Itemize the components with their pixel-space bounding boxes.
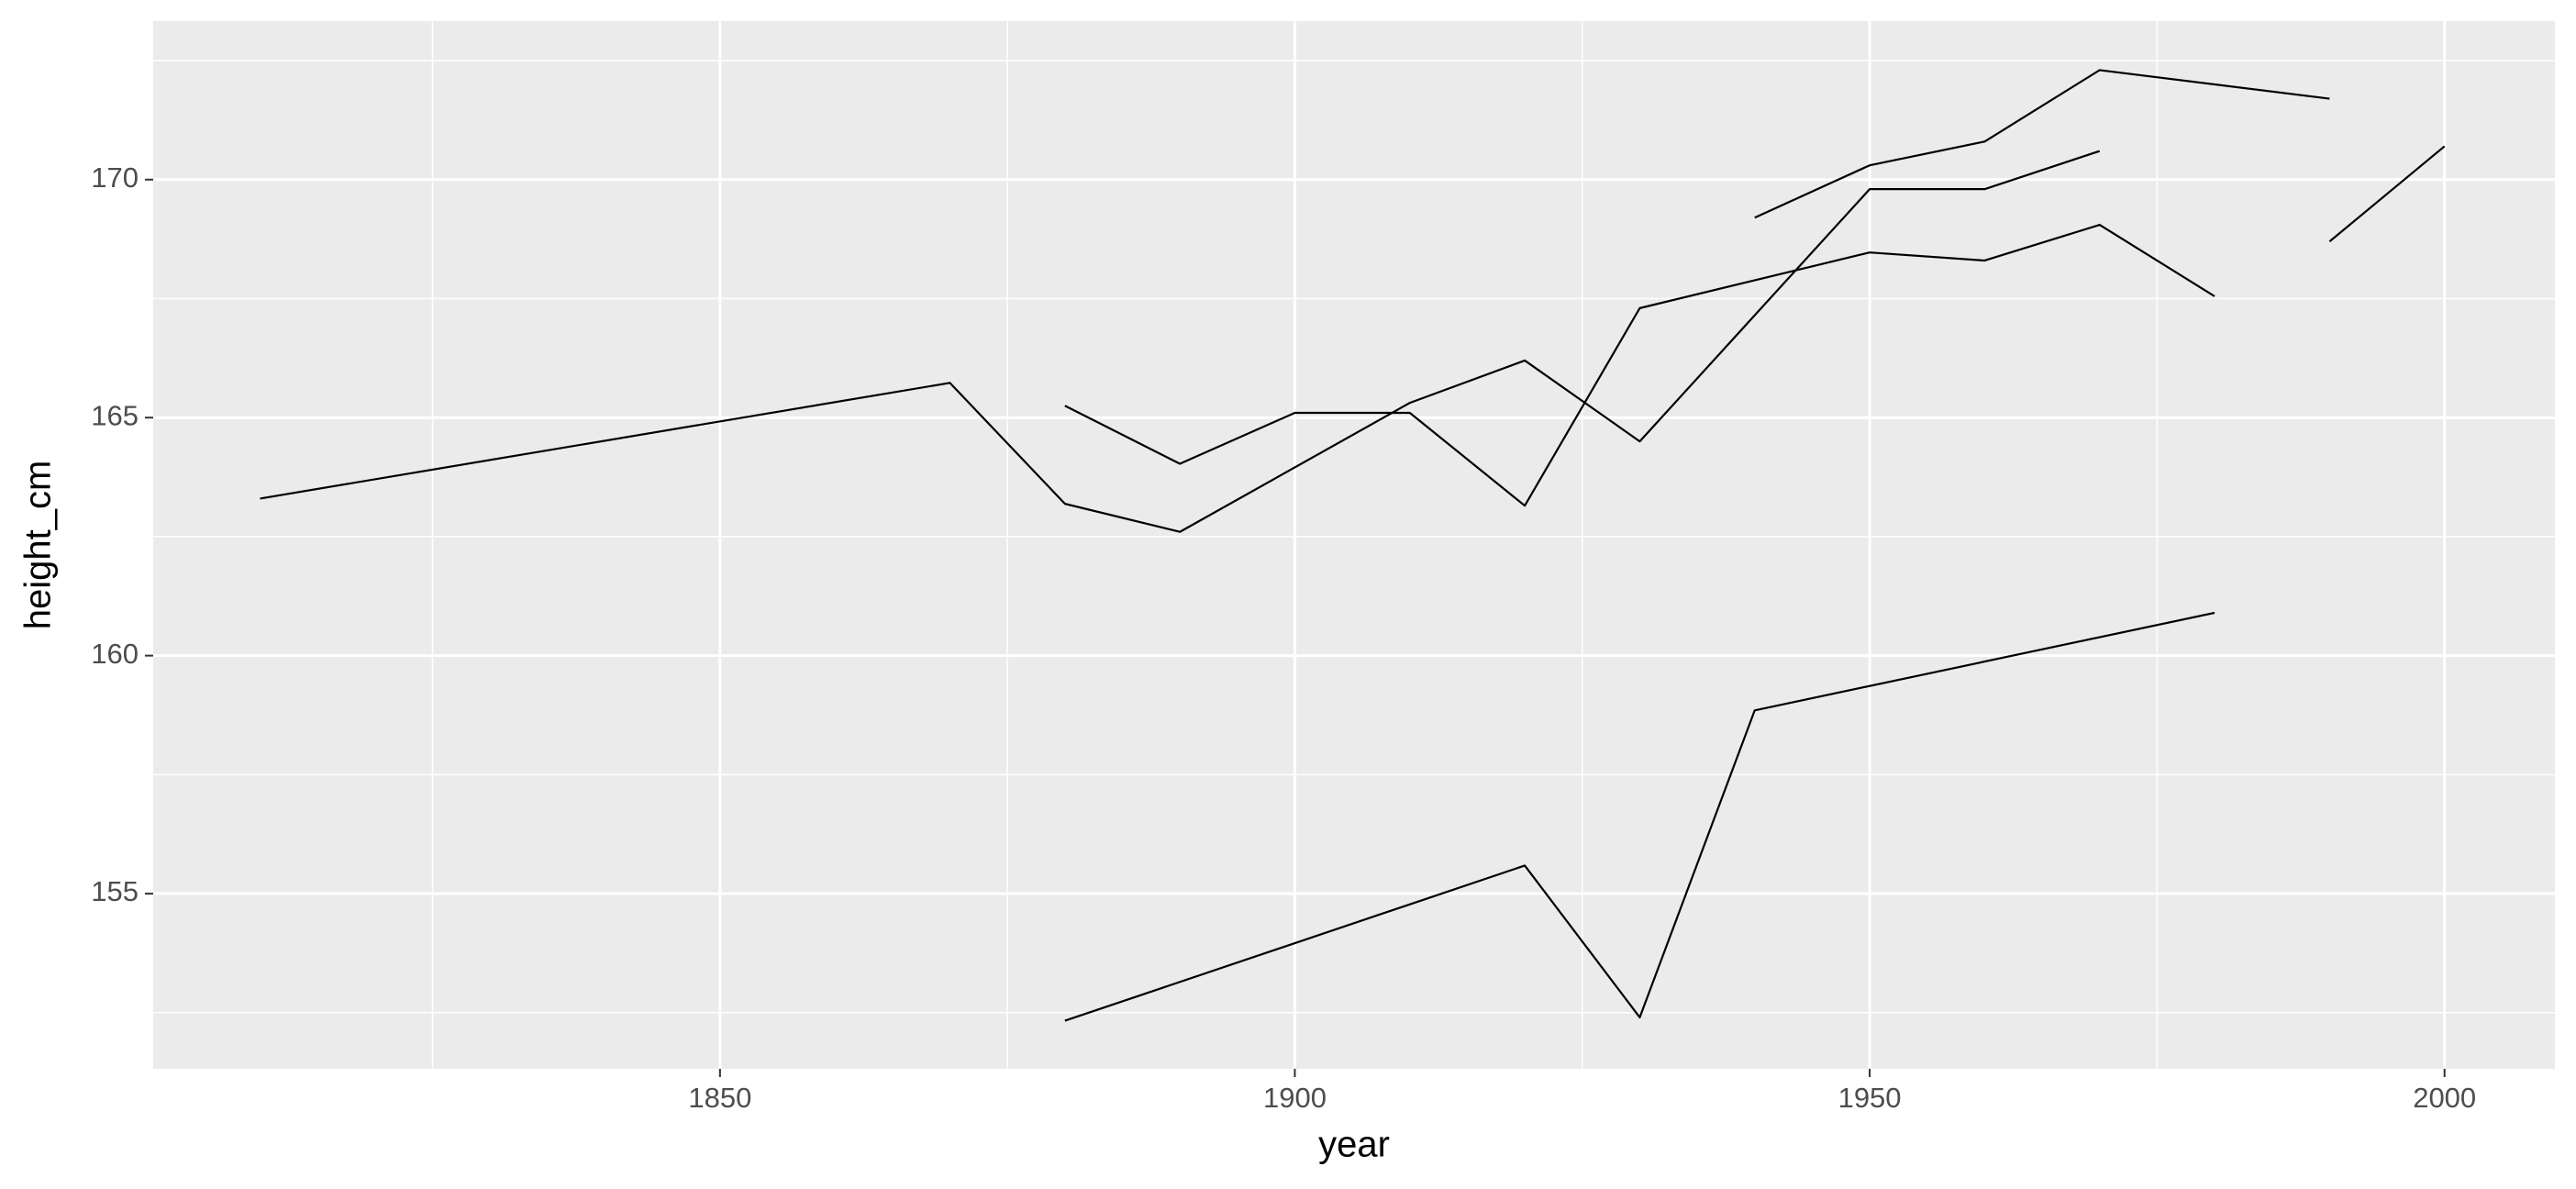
x-axis-title: year [1318,1125,1390,1165]
x-tick-label: 2000 [2413,1082,2476,1114]
line [1064,611,2215,1022]
line [1754,69,2330,219]
y-tick-label: 155 [91,875,139,907]
x-tick-label: 1850 [688,1082,751,1114]
line [2328,145,2446,243]
x-tick-label: 1950 [1838,1082,1902,1114]
y-tick-label: 160 [91,638,139,670]
y-axis-title: height_cm [18,461,59,630]
y-tick-label: 170 [91,161,139,194]
y-tick-label: 165 [91,399,139,431]
x-tick-label: 1900 [1263,1082,1327,1114]
line [1064,223,2215,507]
line [260,150,2101,533]
